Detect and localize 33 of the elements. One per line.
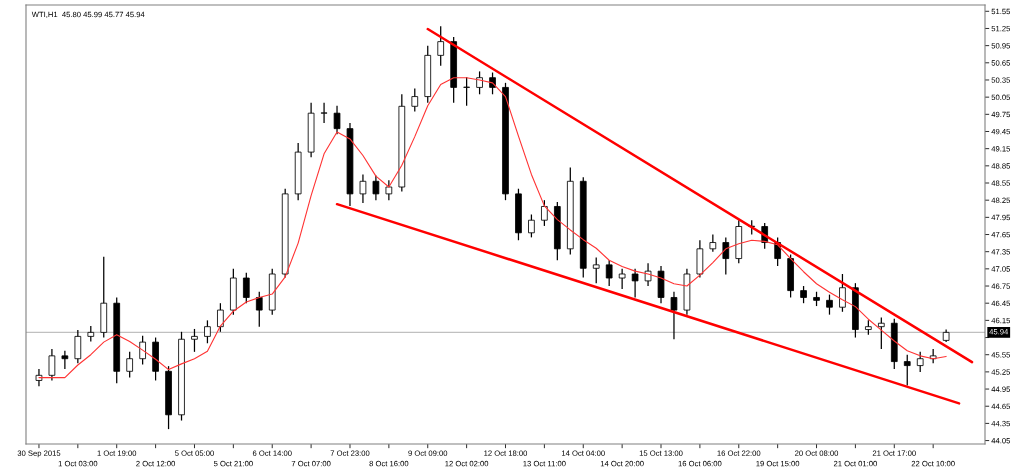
- candlestick: [74, 329, 82, 364]
- candlestick: [320, 102, 328, 124]
- candlestick: [528, 213, 535, 239]
- candlestick: [618, 268, 626, 290]
- candlestick: [541, 199, 548, 227]
- candlestick: [359, 173, 367, 204]
- candlestick: [916, 351, 924, 373]
- candlestick: [242, 272, 250, 304]
- candlestick: [605, 259, 613, 287]
- candlestick: [437, 25, 445, 67]
- candlestick: [463, 76, 470, 107]
- candlestick: [903, 354, 911, 387]
- candlestick: [48, 348, 56, 382]
- candlestick: [839, 273, 846, 313]
- candlestick: [372, 174, 380, 201]
- candlestick: [722, 236, 730, 276]
- candlestick: [255, 291, 263, 328]
- candlestick: [204, 319, 211, 344]
- candlestick: [35, 368, 43, 387]
- candlestick: [139, 335, 146, 366]
- candlestick: [877, 316, 885, 350]
- candlestick: [217, 302, 224, 333]
- candlestick: [333, 105, 341, 135]
- candlestick: [631, 268, 639, 299]
- candlestick: [61, 350, 69, 370]
- candlestick: [670, 291, 678, 340]
- candlestick: [709, 233, 717, 253]
- candlestick: [592, 256, 600, 284]
- candlestick: [411, 87, 419, 113]
- candlestick: [126, 351, 134, 379]
- candlestick: [191, 328, 198, 353]
- candlestick: [826, 293, 833, 316]
- candlestick: [385, 179, 393, 201]
